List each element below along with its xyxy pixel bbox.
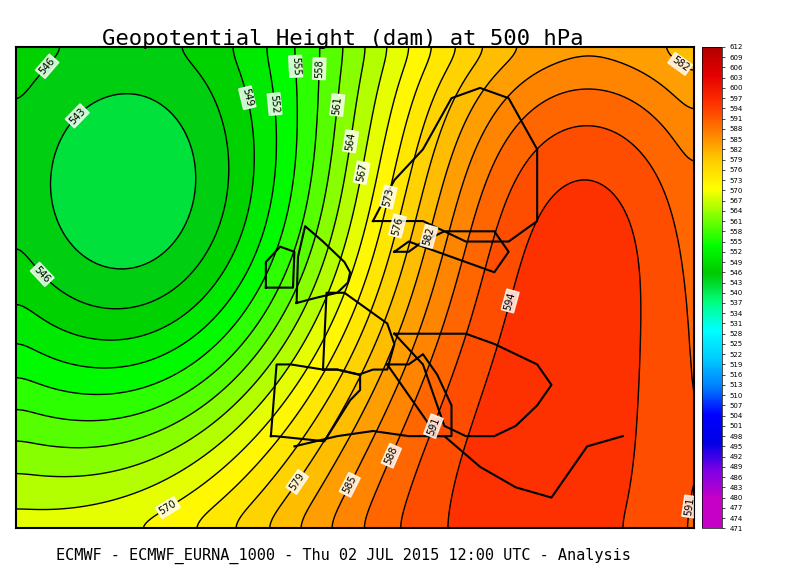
- Text: 591: 591: [425, 416, 441, 437]
- Text: 552: 552: [269, 95, 280, 114]
- Text: ECMWF - ECMWF_EURNA_1000 - Thu 02 JUL 2015 12:00 UTC - Analysis: ECMWF - ECMWF_EURNA_1000 - Thu 02 JUL 20…: [56, 547, 630, 564]
- Text: 555: 555: [290, 57, 301, 76]
- Text: 591: 591: [683, 497, 696, 517]
- Text: 543: 543: [67, 106, 87, 126]
- Text: 582: 582: [421, 226, 436, 247]
- Text: 564: 564: [344, 131, 357, 151]
- Text: Geopotential Height (dam) at 500 hPa: Geopotential Height (dam) at 500 hPa: [102, 29, 584, 49]
- Text: 585: 585: [341, 474, 358, 495]
- Text: 573: 573: [381, 187, 396, 207]
- Text: 561: 561: [331, 95, 343, 114]
- Text: 546: 546: [32, 264, 52, 285]
- Text: 579: 579: [288, 471, 306, 492]
- Text: 594: 594: [503, 291, 517, 311]
- Text: 576: 576: [390, 215, 405, 236]
- Text: 558: 558: [314, 59, 325, 78]
- Text: 570: 570: [157, 498, 179, 517]
- Text: 549: 549: [240, 87, 255, 108]
- Text: 567: 567: [355, 163, 369, 183]
- Text: 582: 582: [670, 55, 690, 73]
- Text: 546: 546: [38, 56, 57, 76]
- Text: 588: 588: [383, 446, 400, 466]
